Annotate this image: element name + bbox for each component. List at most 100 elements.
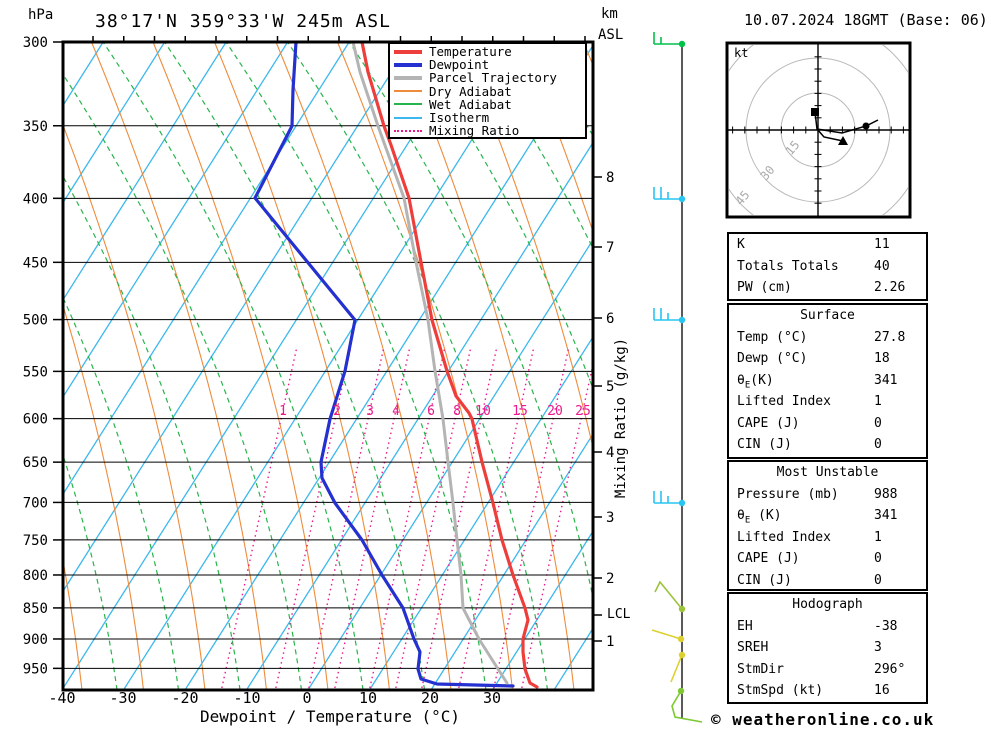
table-row-label: Lifted Index bbox=[737, 394, 831, 409]
pressure-tick-label: 950 bbox=[23, 661, 48, 677]
legend-row: Temperature bbox=[394, 45, 585, 58]
dry-adiabat-line bbox=[0, 42, 21, 690]
temperature-tick-label: -30 bbox=[109, 689, 136, 707]
wind-level-dot bbox=[678, 499, 686, 507]
table-row: StmSpd (kt) 16 bbox=[729, 680, 926, 702]
station-title: 38°17'N 359°33'W 245m ASL bbox=[95, 11, 391, 32]
light-wind-staff bbox=[651, 629, 682, 640]
table-row-value: 40 bbox=[874, 258, 890, 274]
mixing-ratio-line bbox=[458, 347, 535, 689]
pressure-tick-label: 550 bbox=[23, 364, 48, 380]
legend-label: Dewpoint bbox=[429, 57, 490, 73]
km-unit-label: km bbox=[601, 6, 618, 22]
wet-adiabat-line bbox=[63, 296, 180, 690]
copyright: © weatheronline.co.uk bbox=[711, 710, 935, 729]
light-wind-staff bbox=[654, 580, 683, 610]
temperature-tick-label: 20 bbox=[421, 689, 439, 707]
table-row-value: 1 bbox=[874, 529, 882, 545]
stats-table-most-unstable: Most Unstable Pressure (mb) 988 θE (K) 341 Li… bbox=[727, 460, 928, 591]
pressure-tick-label: 350 bbox=[23, 119, 48, 135]
isotherm-line bbox=[63, 42, 166, 204]
legend-row: Dry Adiabat bbox=[394, 85, 585, 98]
wind-barb-column bbox=[651, 32, 703, 723]
pressure-tick-label: 400 bbox=[23, 191, 48, 207]
wind-level-dot bbox=[678, 40, 686, 48]
legend-swatch-thick bbox=[394, 49, 422, 54]
dry-adiabat-line bbox=[213, 42, 391, 690]
km-tick-label: 7 bbox=[606, 240, 614, 256]
table-row: Pressure (mb) 988 bbox=[729, 484, 926, 506]
wind-level-dot bbox=[678, 316, 686, 324]
pressure-tick-label: 600 bbox=[23, 412, 48, 428]
wet-adiabat-line bbox=[102, 42, 364, 690]
table-row-value: 2.26 bbox=[874, 280, 906, 295]
table-row: K 11 bbox=[729, 234, 926, 256]
isotherm-line bbox=[63, 42, 104, 107]
wet-adiabat-line bbox=[164, 42, 426, 690]
isotherm-line bbox=[122, 42, 535, 690]
legend-swatch-dotted bbox=[394, 129, 422, 132]
valid-datetime: 10.07.2024 18GMT (Base: 06) bbox=[744, 11, 988, 29]
plot-border bbox=[61, 40, 595, 692]
table-row-value: 0 bbox=[874, 415, 882, 431]
dry-adiabat-line bbox=[63, 123, 206, 690]
dry-adiabat-line bbox=[275, 42, 452, 690]
mixing-ratio-value: 25 bbox=[575, 404, 591, 419]
table-row-value: -38 bbox=[874, 618, 898, 634]
temperature-tick-label: 0 bbox=[302, 689, 311, 707]
isotherm-line bbox=[368, 335, 593, 690]
table-header: Most Unstable bbox=[776, 465, 879, 480]
table-row: StmDir 296° bbox=[729, 659, 926, 681]
mixing-ratio-line bbox=[521, 361, 593, 689]
isotherm-line bbox=[63, 42, 227, 302]
hodograph-unit-label: kt bbox=[734, 46, 749, 60]
legend-label: Isotherm bbox=[429, 110, 490, 126]
isotherm-line bbox=[245, 141, 593, 690]
km-tick-label: 5 bbox=[606, 379, 614, 395]
legend-label: Mixing Ratio bbox=[429, 123, 520, 139]
table-row-label: SREH bbox=[737, 640, 769, 655]
pressure-tick-label: 650 bbox=[23, 455, 48, 471]
km-tick-label: 1 bbox=[606, 634, 614, 650]
legend-row: Mixing Ratio bbox=[394, 124, 585, 137]
table-row: CIN (J) 0 bbox=[729, 570, 926, 592]
temperature-curve bbox=[360, 42, 539, 689]
wet-adiabat-line bbox=[225, 42, 487, 690]
mixing-ratio-line bbox=[369, 347, 446, 689]
pressure-tick-label: 850 bbox=[23, 601, 48, 617]
axis-ticks bbox=[53, 36, 602, 670]
isotherm-line bbox=[63, 42, 350, 496]
legend-row: Isotherm bbox=[394, 111, 585, 124]
table-row: θE (K) 341 bbox=[729, 505, 926, 527]
hodograph-ring-label: 15 bbox=[783, 138, 803, 158]
wind-level-dot bbox=[678, 195, 686, 203]
storm-motion-square-marker bbox=[811, 108, 819, 116]
mixing-ratio-line bbox=[421, 347, 498, 689]
wet-adiabat-line bbox=[63, 73, 303, 690]
table-row-value: 296° bbox=[874, 661, 906, 677]
x-axis-title: Dewpoint / Temperature (°C) bbox=[200, 707, 460, 726]
wet-adiabat-line bbox=[287, 42, 549, 690]
table-row-value: 27.8 bbox=[874, 329, 906, 345]
table-row-value: 16 bbox=[874, 683, 890, 698]
mixing-ratio-value: 1 bbox=[279, 404, 287, 419]
pressure-tick-label: 800 bbox=[23, 568, 48, 584]
km-tick-label: 4 bbox=[606, 445, 614, 461]
temperature-axis-labels: -40 -30 -20 -10 0 10 20 30 bbox=[48, 689, 501, 707]
legend-row: Parcel Trajectory bbox=[394, 71, 585, 84]
table-row-value: 3 bbox=[874, 640, 882, 655]
table-row: EH -38 bbox=[729, 616, 926, 638]
mixing-ratio-value: 8 bbox=[453, 404, 461, 419]
mixing-ratio-value: 10 bbox=[475, 404, 491, 419]
mixing-ratio-value: 6 bbox=[427, 404, 435, 419]
table-row-label: PW (cm) bbox=[737, 280, 792, 295]
pressure-tick-label: 750 bbox=[23, 533, 48, 549]
pressure-tick-label: 450 bbox=[23, 255, 48, 271]
dry-adiabat-line bbox=[152, 42, 329, 690]
table-row-value: 341 bbox=[874, 372, 898, 388]
pressure-tick-label: 900 bbox=[23, 632, 48, 648]
wind-level-dot bbox=[677, 687, 685, 695]
table-row-value: 1 bbox=[874, 394, 882, 409]
temperature-tick-label: -20 bbox=[171, 689, 198, 707]
stats-table-surface: Surface Temp (°C) 27.8 Dewp (°C) 18 θE(K) 341 L… bbox=[727, 303, 928, 459]
